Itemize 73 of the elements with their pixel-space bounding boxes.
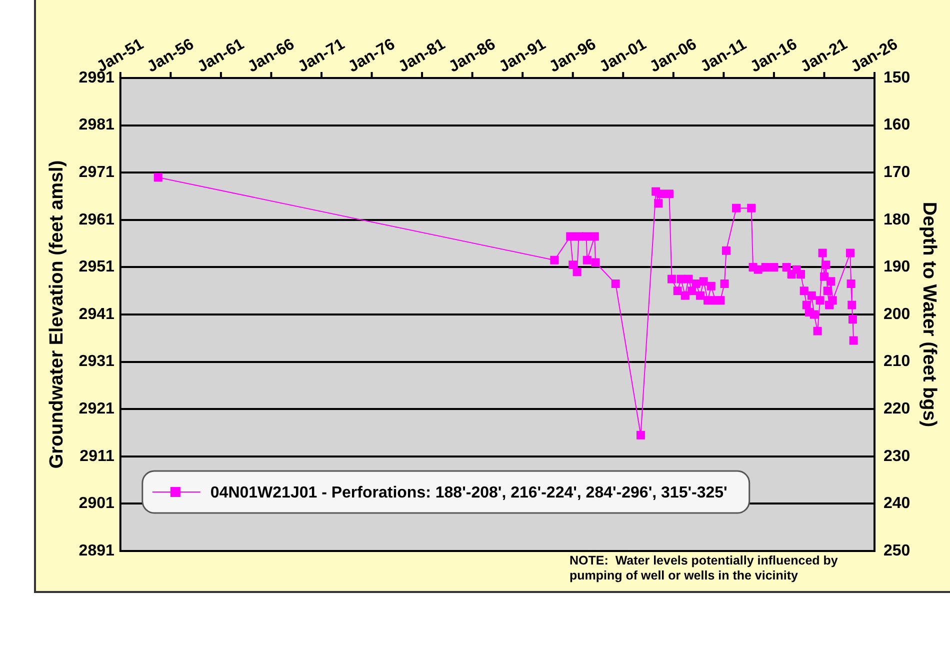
y-axis-title: Groundwater Elevation (feet amsl) [46, 160, 68, 469]
y-tick-label: 2901 [78, 495, 114, 512]
point [566, 232, 575, 241]
point [550, 256, 559, 264]
point [582, 232, 591, 241]
y-tick-label: 2951 [78, 258, 114, 276]
point [716, 296, 725, 305]
point [846, 280, 856, 288]
point [818, 248, 827, 258]
point [590, 232, 599, 241]
point [667, 274, 676, 284]
y2-axis-title: Depth to Water (feet bgs) [918, 202, 940, 428]
y2-tick-label: 150 [884, 69, 910, 86]
y-tick-label: 2941 [78, 306, 114, 323]
text: NOTE: Water levels potentially influenced by pumping of well or wells in the vicinity [570, 554, 838, 583]
point [754, 265, 762, 274]
y-tick-label: 2921 [78, 400, 114, 418]
point [706, 282, 716, 290]
point [636, 430, 645, 440]
point [582, 256, 592, 264]
point [722, 246, 730, 255]
point [720, 280, 729, 288]
point [770, 262, 778, 272]
y2-tick-label: 230 [884, 448, 910, 465]
point [572, 268, 582, 276]
point [747, 204, 756, 212]
y-tick-label: 2981 [78, 116, 114, 134]
point [696, 291, 704, 300]
y2-tick-label: 160 [884, 116, 910, 134]
point [849, 336, 858, 345]
point [664, 190, 674, 198]
legend-label: 04N01W21J01 - Perforations: 188'-208', 216'-224', 284'-296', 315'-325' [210, 484, 728, 502]
point [154, 173, 162, 182]
point [848, 300, 856, 310]
point [656, 190, 666, 198]
y2-tick-label: 170 [884, 164, 910, 182]
point [692, 280, 700, 288]
point [816, 296, 824, 305]
point [673, 286, 682, 296]
point [611, 280, 620, 288]
point [732, 204, 740, 212]
y2-tick-label: 240 [884, 495, 910, 512]
point [654, 199, 663, 208]
point [796, 270, 806, 279]
point [810, 310, 818, 319]
point [684, 274, 693, 284]
point [846, 248, 854, 258]
point [568, 260, 578, 270]
point [826, 277, 836, 286]
point [782, 262, 791, 272]
y2-tick-label: 210 [884, 353, 910, 370]
point [699, 277, 708, 286]
y2-tick-label: 250 [884, 542, 910, 560]
point [807, 291, 816, 300]
point [813, 326, 822, 336]
y-tick-label: 2971 [78, 164, 114, 182]
y-tick-label: 2891 [78, 542, 114, 560]
y-tick-label: 2911 [80, 448, 114, 465]
y2-tick-label: 200 [884, 306, 910, 323]
point [848, 314, 857, 324]
y-tick-label: 2931 [78, 353, 114, 370]
point [828, 296, 837, 305]
point [822, 260, 830, 270]
point [591, 258, 600, 267]
y-tick-label: 2961 [78, 211, 114, 228]
y2-tick-label: 190 [884, 258, 910, 276]
y2-tick-label: 220 [884, 400, 910, 418]
point [800, 286, 808, 296]
point [823, 286, 832, 296]
point [688, 286, 696, 296]
point [680, 291, 690, 300]
point [761, 262, 770, 272]
y2-tick-label: 180 [884, 211, 910, 228]
